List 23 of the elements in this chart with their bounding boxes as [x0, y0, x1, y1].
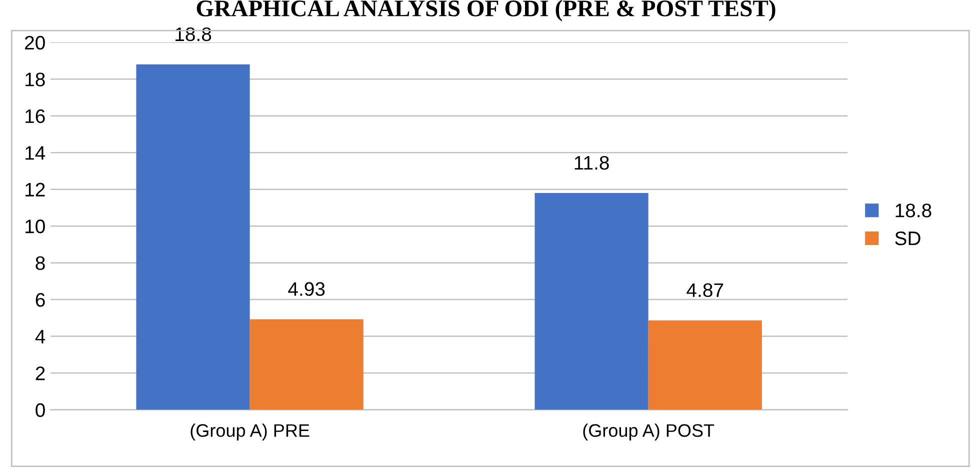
chart-title: GRAPHICAL ANALYSIS OF ODI (PRE & POST TEST) [196, 0, 776, 22]
data-label: 11.8 [574, 156, 609, 170]
y-tick-label: 20 [25, 36, 45, 50]
data-label: 4.93 [288, 282, 325, 296]
y-tick-label: 18 [26, 72, 45, 86]
y-tick-label: 0 [36, 403, 45, 418]
legend-label: 18.8 [896, 204, 932, 218]
bar [250, 319, 364, 410]
y-tick-label: 2 [36, 366, 45, 380]
data-label: 4.87 [686, 283, 724, 298]
bar [648, 320, 762, 410]
y-tick-label: 8 [36, 256, 45, 270]
y-tick-label: 12 [26, 182, 45, 196]
y-tick-label: 14 [26, 146, 46, 160]
y-tick-label: 4 [35, 330, 46, 344]
legend-label: SD [895, 231, 920, 246]
y-tick-label: 16 [26, 109, 45, 124]
bar [534, 193, 648, 410]
y-tick-label: 10 [26, 220, 45, 234]
bar [136, 64, 250, 410]
x-tick-label: (Group A) PRE [190, 424, 310, 440]
y-tick-label: 6 [36, 293, 45, 307]
x-tick-label: (Group A) POST [583, 424, 714, 440]
